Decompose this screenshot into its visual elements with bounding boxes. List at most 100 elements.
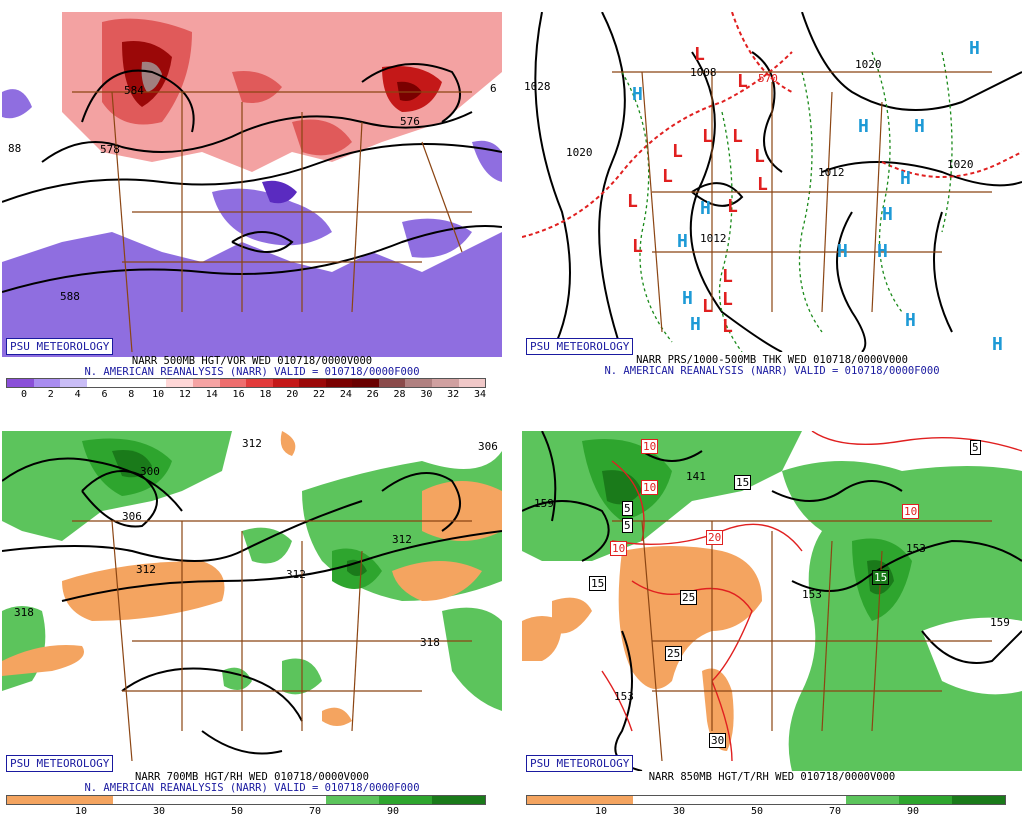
high-pressure-markers: HHH HHH HH H HHH HH xyxy=(632,38,1003,352)
colorbar-tick: 8 xyxy=(128,389,135,400)
colorbar-tick: 50 xyxy=(230,806,244,817)
contour-label: 306 xyxy=(478,440,498,453)
colorbar-swatch xyxy=(139,379,167,387)
contour-label: 159 xyxy=(990,616,1010,629)
temp-label: 15 xyxy=(872,570,890,585)
isobar-label: 1020 xyxy=(855,58,882,71)
colorbar-tick: 0 xyxy=(20,389,28,400)
svg-text:L: L xyxy=(722,266,733,287)
colorbar-tick: 32 xyxy=(447,389,460,400)
svg-text:L: L xyxy=(722,289,733,310)
svg-text:H: H xyxy=(632,84,643,105)
svg-text:H: H xyxy=(700,198,711,219)
temp-label: 20 xyxy=(706,530,724,545)
colorbar-tick: 10 xyxy=(594,806,608,817)
colorbar-swatch xyxy=(272,379,300,387)
colorbar-tick: 6 xyxy=(101,389,108,400)
contour-label: 153 xyxy=(906,542,926,555)
isobar-label: 1028 xyxy=(524,80,551,93)
isobar-label: 1008 xyxy=(690,66,717,79)
contour-label: 578 xyxy=(100,143,120,156)
vorticity-colorbar xyxy=(6,378,486,388)
rh-colorbar-700 xyxy=(6,795,486,805)
panel-700mb-rh xyxy=(2,431,502,826)
temp-label: 5 xyxy=(622,518,633,533)
colorbar-tick: 34 xyxy=(473,389,487,400)
svg-text:H: H xyxy=(905,310,916,331)
thickness-label: 570 xyxy=(758,72,778,85)
svg-text:L: L xyxy=(694,44,705,65)
colorbar-swatch xyxy=(325,379,353,387)
colorbar-tick: 2 xyxy=(47,389,54,400)
temp850-map xyxy=(522,431,1022,771)
colorbar-swatch xyxy=(33,379,61,387)
panel2-subtitle: N. AMERICAN REANALYSIS (NARR) VALID = 01… xyxy=(604,365,940,377)
colorbar-tick: 12 xyxy=(178,389,191,400)
panel1-title: NARR 500MB HGT/VOR WED 010718/0000V000 xyxy=(131,355,373,367)
colorbar-tick: 24 xyxy=(339,389,352,400)
rh-colorbar-850-ticks: 10 30 50 70 90 xyxy=(526,806,1004,818)
isobar-label: 1012 xyxy=(818,166,845,179)
temp-label: 5 xyxy=(970,440,981,455)
temp-label: 25 xyxy=(680,590,698,605)
colorbar-tick: 10 xyxy=(152,389,165,400)
contour-label: 318 xyxy=(14,606,34,619)
vorticity-colorbar-ticks: 0 2 4 6 8 10 12 14 16 18 20 22 24 26 28 30 32 34 xyxy=(6,389,487,401)
svg-text:L: L xyxy=(754,146,765,167)
svg-text:H: H xyxy=(837,241,848,262)
contour-label: 318 xyxy=(420,636,440,649)
colorbar-swatch xyxy=(219,379,247,387)
panel1-subtitle: N. AMERICAN REANALYSIS (NARR) VALID = 01… xyxy=(84,366,420,378)
svg-text:L: L xyxy=(757,174,768,195)
svg-text:H: H xyxy=(690,314,701,335)
svg-text:H: H xyxy=(969,38,980,59)
psu-meteorology-badge: PSU METEOROLOGY xyxy=(6,338,114,355)
svg-text:L: L xyxy=(727,196,738,217)
contour-label: 6 xyxy=(490,82,497,95)
pressure-map: LLL LL L L LL LLL LLL HHH HHH HH H HHH HH xyxy=(522,12,1022,352)
contour-label: 88 xyxy=(8,142,22,155)
colorbar-swatch xyxy=(405,379,432,387)
colorbar-swatch xyxy=(192,379,220,387)
colorbar-swatch xyxy=(299,379,326,387)
colorbar-tick: 90 xyxy=(386,806,400,817)
contour-label: 159 xyxy=(534,497,554,510)
colorbar-tick: 30 xyxy=(152,806,166,817)
svg-text:L: L xyxy=(672,141,683,162)
colorbar-tick: 4 xyxy=(74,389,81,400)
colorbar-swatch xyxy=(246,379,273,387)
temp-label: 10 xyxy=(902,504,920,519)
svg-text:L: L xyxy=(702,126,713,147)
temp-label: 10 xyxy=(641,480,659,495)
contour-label: 588 xyxy=(60,290,80,303)
temp-label: 15 xyxy=(734,475,752,490)
colorbar-tick: 28 xyxy=(393,389,406,400)
svg-text:L: L xyxy=(702,296,713,317)
svg-text:H: H xyxy=(682,288,693,309)
contour-label: 153 xyxy=(802,588,822,601)
psu-meteorology-badge: PSU METEOROLOGY xyxy=(526,338,634,355)
temp-label: 25 xyxy=(665,646,683,661)
svg-text:H: H xyxy=(900,168,911,189)
colorbar-tick: 22 xyxy=(313,389,326,400)
rh700-map xyxy=(2,431,502,771)
svg-text:H: H xyxy=(914,116,925,137)
contour-label: 153 xyxy=(614,690,634,703)
colorbar-tick: 26 xyxy=(366,389,379,400)
svg-text:L: L xyxy=(627,191,638,212)
low-pressure-markers: LLL LL L L LL LLL LLL xyxy=(627,44,768,337)
contour-label: 141 xyxy=(686,470,706,483)
svg-text:L: L xyxy=(732,126,743,147)
colorbar-tick: 10 xyxy=(74,806,88,817)
rh-colorbar-850 xyxy=(526,795,1006,805)
colorbar-swatch xyxy=(7,379,34,387)
contour-label: 312 xyxy=(136,563,156,576)
temp-label: 10 xyxy=(641,439,659,454)
colorbar-swatch xyxy=(113,379,140,387)
svg-text:H: H xyxy=(858,116,869,137)
rh-colorbar-700-ticks: 10 30 50 70 90 xyxy=(6,806,484,818)
colorbar-tick: 16 xyxy=(232,389,245,400)
colorbar-swatch xyxy=(352,379,379,387)
panel-500mb-vorticity xyxy=(2,12,502,407)
svg-text:L: L xyxy=(737,71,748,92)
